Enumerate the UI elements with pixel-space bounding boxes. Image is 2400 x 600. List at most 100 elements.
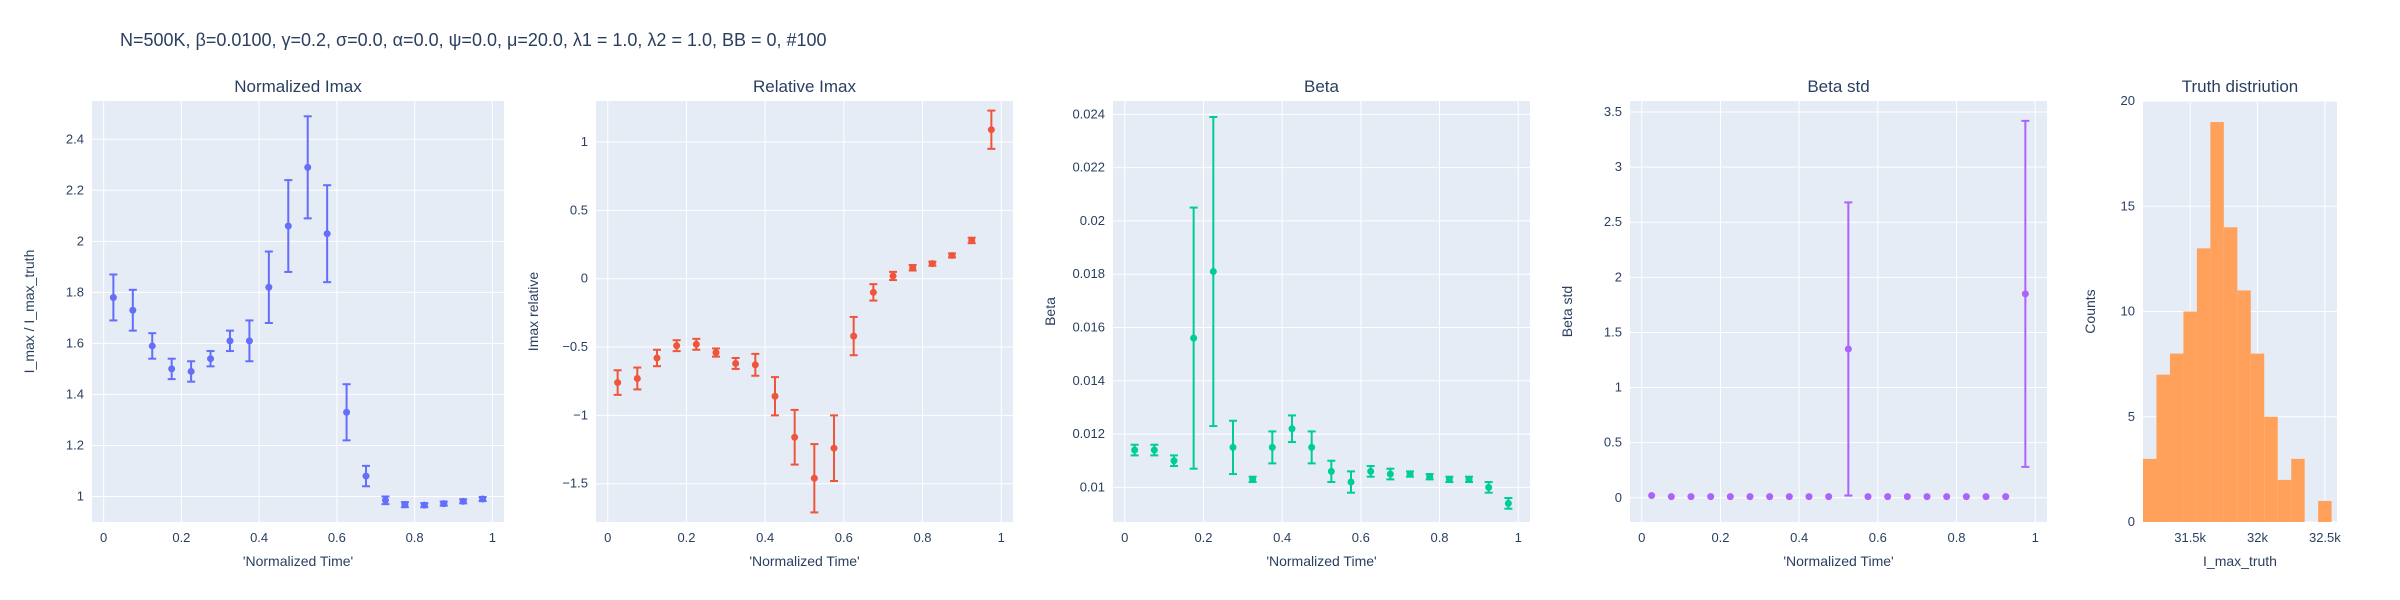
data-point — [1746, 493, 1754, 501]
data-point — [712, 349, 720, 357]
data-point — [1864, 493, 1872, 501]
data-point — [420, 501, 428, 509]
y-tick-label: 0.02 — [1080, 213, 1105, 228]
data-point — [323, 230, 331, 238]
y-axis-label: Counts — [2082, 289, 2098, 333]
data-point — [129, 306, 137, 314]
x-tick-label: 0 — [100, 530, 107, 545]
histogram-bar — [2210, 122, 2224, 523]
y-tick-label: 1.5 — [1604, 324, 1622, 339]
data-point — [226, 337, 234, 345]
data-point — [771, 392, 779, 400]
y-tick-label: 0.5 — [570, 202, 588, 217]
data-point — [1504, 499, 1512, 507]
x-tick-label: 1 — [2032, 530, 2039, 545]
y-tick-label: 2 — [1615, 269, 1622, 284]
y-tick-label: 0.024 — [1072, 106, 1105, 121]
data-point — [653, 354, 661, 362]
data-point — [751, 361, 759, 369]
data-point — [850, 332, 858, 340]
y-tick-label: −0.5 — [562, 339, 588, 354]
x-tick-label: 32k — [2247, 530, 2268, 545]
x-tick-label: 0.2 — [1194, 530, 1212, 545]
data-point — [1465, 475, 1473, 483]
data-point — [1982, 493, 1990, 501]
subplot-title: Beta std — [1807, 77, 1869, 96]
data-point — [304, 163, 312, 171]
y-tick-label: −1.5 — [562, 476, 588, 491]
data-point — [1131, 446, 1139, 454]
data-point — [207, 355, 215, 363]
y-tick-label: 15 — [2121, 198, 2135, 213]
data-point — [1229, 443, 1237, 451]
x-tick-label: 0.2 — [1711, 530, 1729, 545]
y-tick-label: 0.012 — [1072, 426, 1105, 441]
data-point — [1943, 493, 1951, 501]
data-point — [830, 444, 838, 452]
y-tick-label: 0.5 — [1604, 435, 1622, 450]
histogram-bar — [2250, 353, 2265, 522]
data-point — [1308, 443, 1316, 451]
data-point — [1268, 443, 1276, 451]
data-point — [1327, 467, 1335, 475]
x-axis-label: 'Normalized Time' — [1266, 553, 1376, 569]
x-tick-label: 0.6 — [328, 530, 346, 545]
histogram-bar — [2183, 311, 2197, 522]
x-tick-label: 0.8 — [406, 530, 424, 545]
data-point — [1426, 473, 1434, 481]
x-tick-label: 0.8 — [1430, 530, 1448, 545]
y-tick-label: 0.01 — [1080, 479, 1105, 494]
x-tick-label: 0.4 — [1273, 530, 1291, 545]
data-point — [1903, 493, 1911, 501]
data-point — [1707, 493, 1715, 501]
y-tick-label: 5 — [2128, 409, 2135, 424]
y-tick-label: 2.5 — [1604, 214, 1622, 229]
x-tick-label: 0.4 — [1790, 530, 1808, 545]
data-point — [987, 126, 995, 134]
data-point — [633, 374, 641, 382]
y-tick-label: 1.2 — [66, 437, 84, 452]
histogram-bar — [2277, 479, 2292, 522]
data-point — [1884, 493, 1892, 501]
data-point — [948, 251, 956, 259]
x-tick-label: 32.5k — [2309, 530, 2341, 545]
x-tick-label: 1 — [1515, 530, 1522, 545]
data-point — [1667, 493, 1675, 501]
y-tick-label: −1 — [573, 407, 588, 422]
data-point — [245, 337, 253, 345]
data-point — [1923, 493, 1931, 501]
data-point — [1190, 334, 1198, 342]
y-axis-label: I_max / I_max_truth — [21, 250, 37, 374]
data-point — [2021, 290, 2029, 298]
data-point — [362, 472, 370, 480]
y-axis-label: Beta std — [1559, 286, 1575, 337]
subplot-title: Relative Imax — [753, 77, 856, 96]
data-point — [401, 501, 409, 509]
y-tick-label: 1.8 — [66, 284, 84, 299]
y-tick-label: 10 — [2121, 304, 2135, 319]
x-axis-label: I_max_truth — [2203, 553, 2277, 569]
data-point — [1962, 493, 1970, 501]
x-tick-label: 0.6 — [1869, 530, 1887, 545]
x-tick-label: 1 — [998, 530, 1005, 545]
y-tick-label: 2.2 — [66, 182, 84, 197]
y-tick-label: 0 — [1615, 490, 1622, 505]
y-tick-label: 0.018 — [1072, 266, 1105, 281]
data-point — [2002, 493, 2010, 501]
y-tick-label: 1 — [1615, 380, 1622, 395]
data-point — [1844, 345, 1852, 353]
subplot-5: 31.5k 32k 32.5k 0 5 10 15 20 Truth distriution I_… — [2082, 77, 2341, 569]
x-axis-label: 'Normalized Time' — [1783, 553, 1893, 569]
y-tick-label: 0 — [581, 271, 588, 286]
y-tick-label: 3 — [1615, 159, 1622, 174]
data-point — [732, 359, 740, 367]
plot-area — [1630, 101, 2047, 522]
data-point — [1485, 483, 1493, 491]
y-tick-label: 2.4 — [66, 131, 84, 146]
y-axis-label: Imax relative — [525, 272, 541, 352]
histogram-bar — [2169, 353, 2184, 522]
y-tick-label: 20 — [2121, 93, 2135, 108]
data-point — [168, 365, 176, 373]
data-point — [1406, 470, 1414, 478]
x-tick-label: 0.6 — [1352, 530, 1370, 545]
